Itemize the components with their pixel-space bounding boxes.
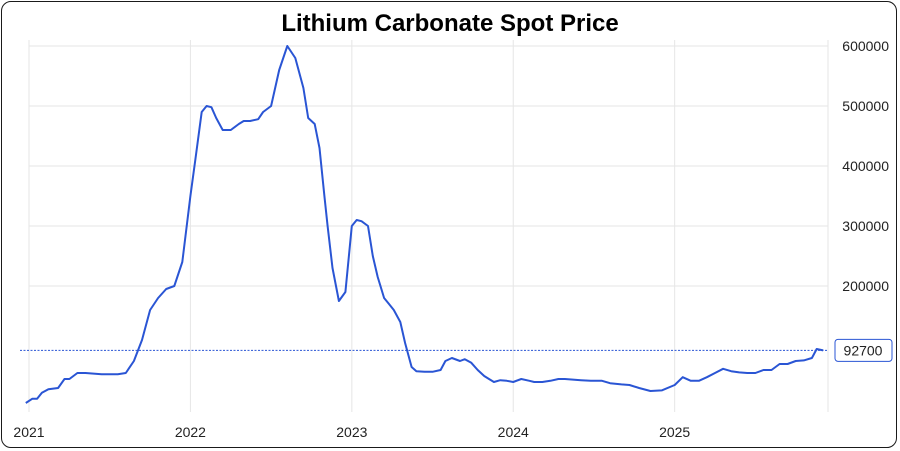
last-value-badge-box [834, 338, 893, 362]
x-tick-label: 2021 [13, 424, 44, 440]
y-axis-ticks: 600000 500000 400000 300000 200000 [842, 38, 889, 294]
x-tick-label: 2022 [175, 424, 206, 440]
y-tick-label: 500000 [842, 98, 889, 114]
y-tick-label: 200000 [842, 278, 889, 294]
y-tick-label: 300000 [842, 218, 889, 234]
x-tick-label: 2023 [336, 424, 367, 440]
y-tick-label: 400000 [842, 158, 889, 174]
x-tick-label: 2024 [498, 424, 529, 440]
grid-layer [28, 40, 829, 412]
x-tick-label: 2025 [659, 424, 690, 440]
last-value-badge: 92700 [834, 338, 893, 362]
series-line [25, 45, 824, 404]
y-tick-label: 600000 [842, 38, 889, 54]
chart-title: Lithium Carbonate Spot Price [281, 10, 619, 37]
x-axis-ticks: 2021 2022 2023 2024 2025 [13, 424, 690, 440]
last-value-label: 92700 [844, 342, 883, 358]
